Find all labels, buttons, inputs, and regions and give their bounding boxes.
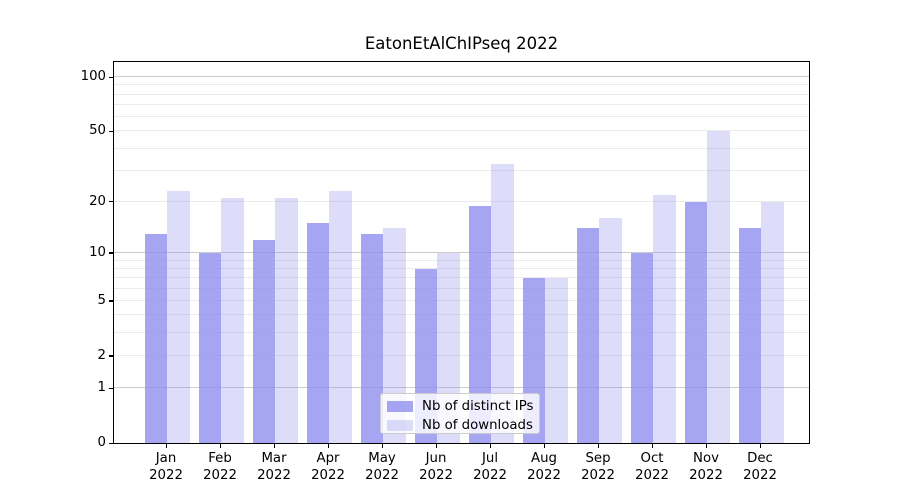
major-gridline-1 [114, 387, 809, 389]
legend: Nb of distinct IPs Nb of downloads [380, 393, 540, 434]
x-tick-label-feb: Feb 2022 [203, 451, 237, 483]
y-tick-label-2: 2 [97, 347, 106, 363]
bar-may-ips [360, 233, 383, 443]
x-tick-mar [273, 444, 275, 448]
y-tick-100 [109, 76, 113, 78]
bar-jan-ips [144, 233, 167, 443]
bar-dec-ips [738, 228, 761, 443]
y-tick-5 [109, 300, 113, 302]
bar-mar-downloads [275, 198, 298, 443]
bar-jul-ips [468, 205, 491, 443]
x-tick-aug [543, 444, 545, 448]
x-tick-apr [327, 444, 329, 448]
y-tick-label-0: 0 [97, 435, 106, 450]
bar-oct-downloads [653, 194, 676, 443]
x-tick-dec [759, 444, 761, 448]
x-tick-label-jan: Jan 2022 [149, 451, 183, 483]
y-tick-1 [109, 387, 113, 389]
x-tick-nov [705, 444, 707, 448]
bar-mar-ips [252, 239, 275, 443]
bar-apr-ips [306, 223, 329, 443]
x-tick-label-apr: Apr 2022 [311, 451, 345, 483]
y-tick-label-20: 20 [89, 193, 106, 209]
y-tick-20 [109, 201, 113, 203]
minor-gridline-30 [114, 169, 809, 171]
x-tick-label-sep: Sep 2022 [581, 451, 615, 483]
x-tick-jan [165, 444, 167, 448]
legend-label-downloads: Nb of downloads [422, 417, 533, 433]
y-tick-10 [109, 252, 113, 254]
y-tick-label-5: 5 [97, 292, 106, 308]
x-tick-jul [489, 444, 491, 448]
x-tick-sep [597, 444, 599, 448]
minor-gridline-7 [114, 277, 809, 279]
legend-swatch-downloads [387, 419, 413, 431]
y-tick-label-1: 1 [97, 380, 106, 396]
minor-gridline-8 [114, 267, 809, 269]
y-tick-label-10: 10 [89, 244, 106, 260]
legend-swatch-distinct-ips [387, 400, 413, 412]
x-tick-label-mar: Mar 2022 [257, 451, 291, 483]
legend-label-distinct-ips: Nb of distinct IPs [422, 398, 534, 414]
bar-may-downloads [383, 228, 406, 443]
bar-nov-ips [684, 201, 707, 443]
x-tick-feb [219, 444, 221, 448]
x-tick-label-dec: Dec 2022 [743, 451, 777, 483]
x-tick-label-aug: Aug 2022 [527, 451, 561, 483]
minor-gridline-20 [114, 200, 809, 202]
minor-gridline-6 [114, 287, 809, 289]
bar-jan-downloads [167, 191, 190, 443]
bar-feb-downloads [221, 198, 244, 443]
major-gridline-100 [114, 76, 809, 78]
x-tick-jun [435, 444, 437, 448]
y-tick-label-100: 100 [80, 69, 106, 85]
bar-dec-downloads [761, 201, 784, 443]
plot-area [113, 61, 810, 444]
minor-gridline-90 [114, 84, 809, 86]
bar-feb-ips [198, 252, 221, 443]
minor-gridline-9 [114, 259, 809, 261]
bar-sep-ips [576, 228, 599, 443]
y-tick-0 [109, 442, 113, 444]
x-tick-label-jun: Jun 2022 [419, 451, 453, 483]
minor-gridline-3 [114, 332, 809, 334]
x-tick-label-nov: Nov 2022 [689, 451, 723, 483]
minor-gridline-5 [114, 300, 809, 301]
bar-aug-downloads [545, 278, 568, 443]
y-tick-50 [109, 130, 113, 133]
legend-item-downloads: Nb of downloads [387, 417, 533, 433]
minor-gridline-70 [114, 104, 809, 106]
x-tick-may [381, 444, 383, 448]
bar-oct-ips [630, 252, 653, 443]
x-tick-label-oct: Oct 2022 [635, 451, 669, 483]
bar-nov-downloads [707, 131, 730, 443]
minor-gridline-40 [114, 147, 809, 149]
x-tick-label-may: May 2022 [365, 451, 399, 483]
minor-gridline-4 [114, 314, 809, 316]
minor-gridline-50 [114, 130, 809, 132]
bar-apr-downloads [329, 191, 352, 443]
legend-item-distinct-ips: Nb of distinct IPs [387, 398, 534, 414]
bar-jul-downloads [491, 163, 514, 443]
y-tick-2 [109, 355, 113, 357]
minor-gridline-60 [114, 116, 809, 118]
y-tick-label-50: 50 [89, 123, 106, 139]
major-gridline-10 [114, 251, 809, 253]
chart-title: EatonEtAlChIPseq 2022 [364, 34, 559, 53]
x-tick-oct [651, 444, 653, 448]
minor-gridline-2 [114, 354, 809, 356]
bar-sep-downloads [599, 218, 622, 443]
x-tick-label-jul: Jul 2022 [473, 451, 507, 483]
minor-gridline-80 [114, 93, 809, 95]
